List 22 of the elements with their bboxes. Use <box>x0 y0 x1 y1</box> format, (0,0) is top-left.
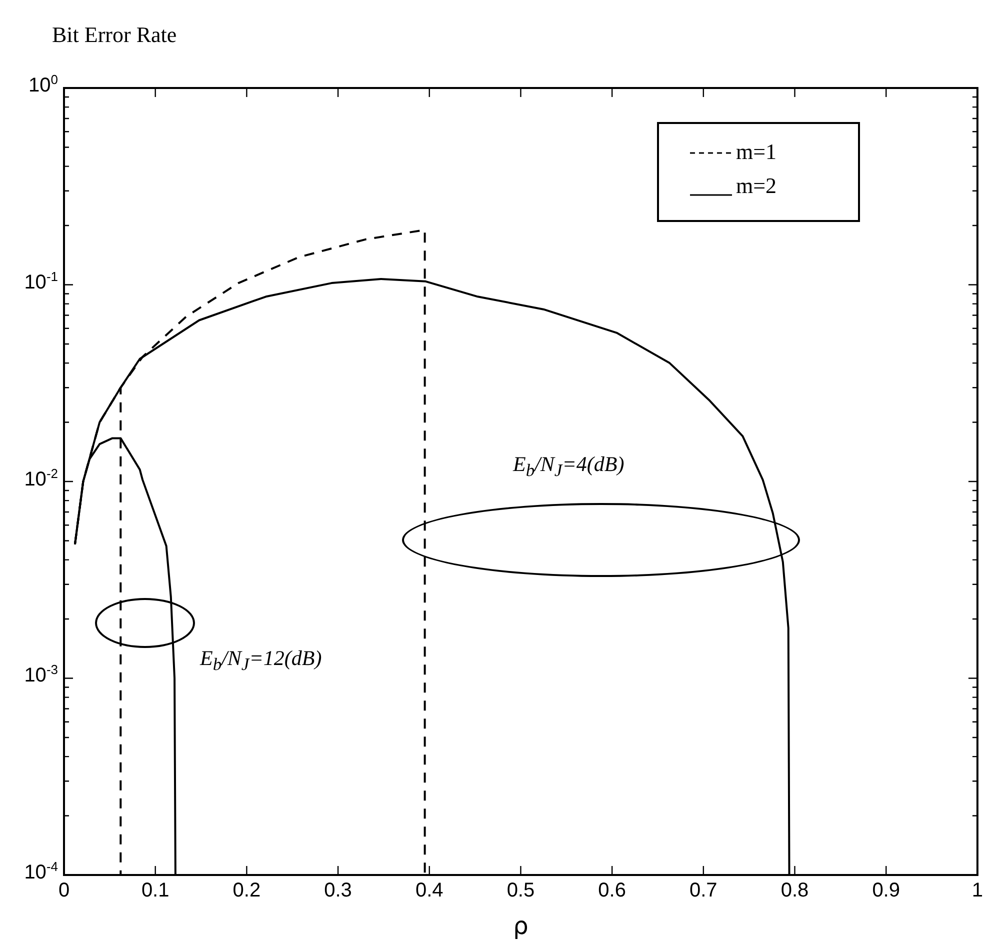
legend-label: m=1 <box>736 138 777 164</box>
x-tick-label: 0.3 <box>324 880 352 902</box>
x-axis-title: ρ <box>513 912 528 940</box>
x-tick-label: 0.5 <box>506 880 535 902</box>
x-tick-label: 0.1 <box>141 880 170 902</box>
x-tick-label: 0.4 <box>415 880 444 902</box>
y-tick-label: 10$^{-2}$ <box>23 466 58 492</box>
annotation: E$_{b}$/N$_{J}$=4(dB) <box>513 452 624 482</box>
x-tick-label: 0.8 <box>780 880 809 902</box>
x-tick-label: 0 <box>58 880 70 902</box>
x-tick-label: 1 <box>972 880 983 902</box>
y-tick-label: 10$^{-1}$ <box>23 268 58 294</box>
x-tick-label: 0.2 <box>232 880 261 902</box>
legend-label: m=2 <box>736 172 777 198</box>
chart-title: Bit Error Rate <box>52 22 177 48</box>
x-tick-label: 0.9 <box>872 880 900 902</box>
y-tick-label: 10$^{0}$ <box>28 72 58 98</box>
x-tick-label: 0.6 <box>598 880 626 902</box>
annotation: E$_{b}$/N$_{J}$=12(dB) <box>200 646 322 676</box>
y-tick-label: 10$^{-4}$ <box>23 859 58 885</box>
x-tick-label: 0.7 <box>690 880 718 902</box>
y-tick-label: 10$^{-3}$ <box>23 662 58 688</box>
